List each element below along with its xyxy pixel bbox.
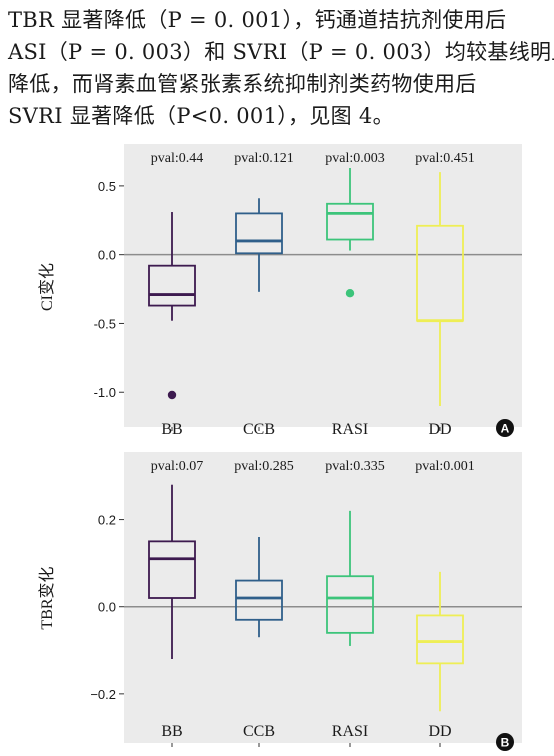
box-ccb (235, 212, 283, 255)
pval-label: pval:0.44 (151, 151, 204, 166)
paragraph-line: ASI（P = 0. 003）和 SVRI（P = 0. 003）均较基线明显 (8, 40, 554, 64)
box-bb (148, 264, 196, 307)
pval-label: pval:0.335 (325, 459, 385, 474)
category-label: BB (161, 723, 182, 740)
panel-badge-label: A (501, 422, 510, 436)
paragraph-line: TBR 显著降低（P = 0. 001），钙通道拮抗剂使用后 (8, 8, 507, 32)
y-tick-label: 0.5 (98, 179, 116, 194)
pval-label: pval:0.003 (325, 151, 385, 166)
y-axis-label: CI变化 (38, 263, 56, 311)
box-ccb (235, 579, 283, 621)
pval-label: pval:0.07 (151, 459, 204, 474)
pval-label: pval:0.451 (415, 151, 475, 166)
panel-badge (496, 419, 514, 437)
outlier-point (167, 390, 177, 400)
y-tick-label: 0.0 (98, 600, 116, 615)
y-tick-label: −0.2 (90, 687, 116, 702)
plot-background (124, 144, 522, 427)
y-tick-label: -0.5 (94, 316, 116, 331)
chart-panel-b: −0.2 0.0 0.2 TBR变化 BB pval:0.07 CCB pval:0.285 R… (38, 452, 522, 751)
box-rasi (326, 202, 374, 241)
y-axis-label: TBR变化 (38, 566, 56, 629)
y-tick-label: -1.0 (94, 385, 116, 400)
body-paragraph: TBR 显著降低（P = 0. 001），钙通道拮抗剂使用后 ASI（P = 0… (8, 4, 554, 132)
chart-panel-a: -1.0-0.50.00.5CI变化BBpval:0.44CCBpval:0.1… (38, 144, 522, 438)
box-bb (148, 540, 196, 599)
y-tick-label: 0.0 (98, 248, 116, 263)
pval-label: pval:0.121 (234, 151, 294, 166)
panel-badge (496, 733, 514, 751)
y-tick-label: 0.2 (98, 513, 116, 528)
box-dd (416, 614, 464, 665)
panel-badge-label: B (501, 736, 510, 750)
category-label: DD (428, 723, 451, 740)
outlier-point (345, 288, 355, 298)
pval-label: pval:0.285 (234, 459, 294, 474)
paragraph-line: 降低，而肾素血管紧张素系统抑制剂类药物使用后 (8, 72, 477, 96)
paragraph-line: SVRI 显著降低（P<0. 001），见图 4。 (8, 104, 394, 128)
pval-label: pval:0.001 (415, 459, 475, 474)
box-rasi (326, 575, 374, 634)
category-label: RASI (332, 723, 368, 740)
category-label: CCB (243, 723, 275, 740)
